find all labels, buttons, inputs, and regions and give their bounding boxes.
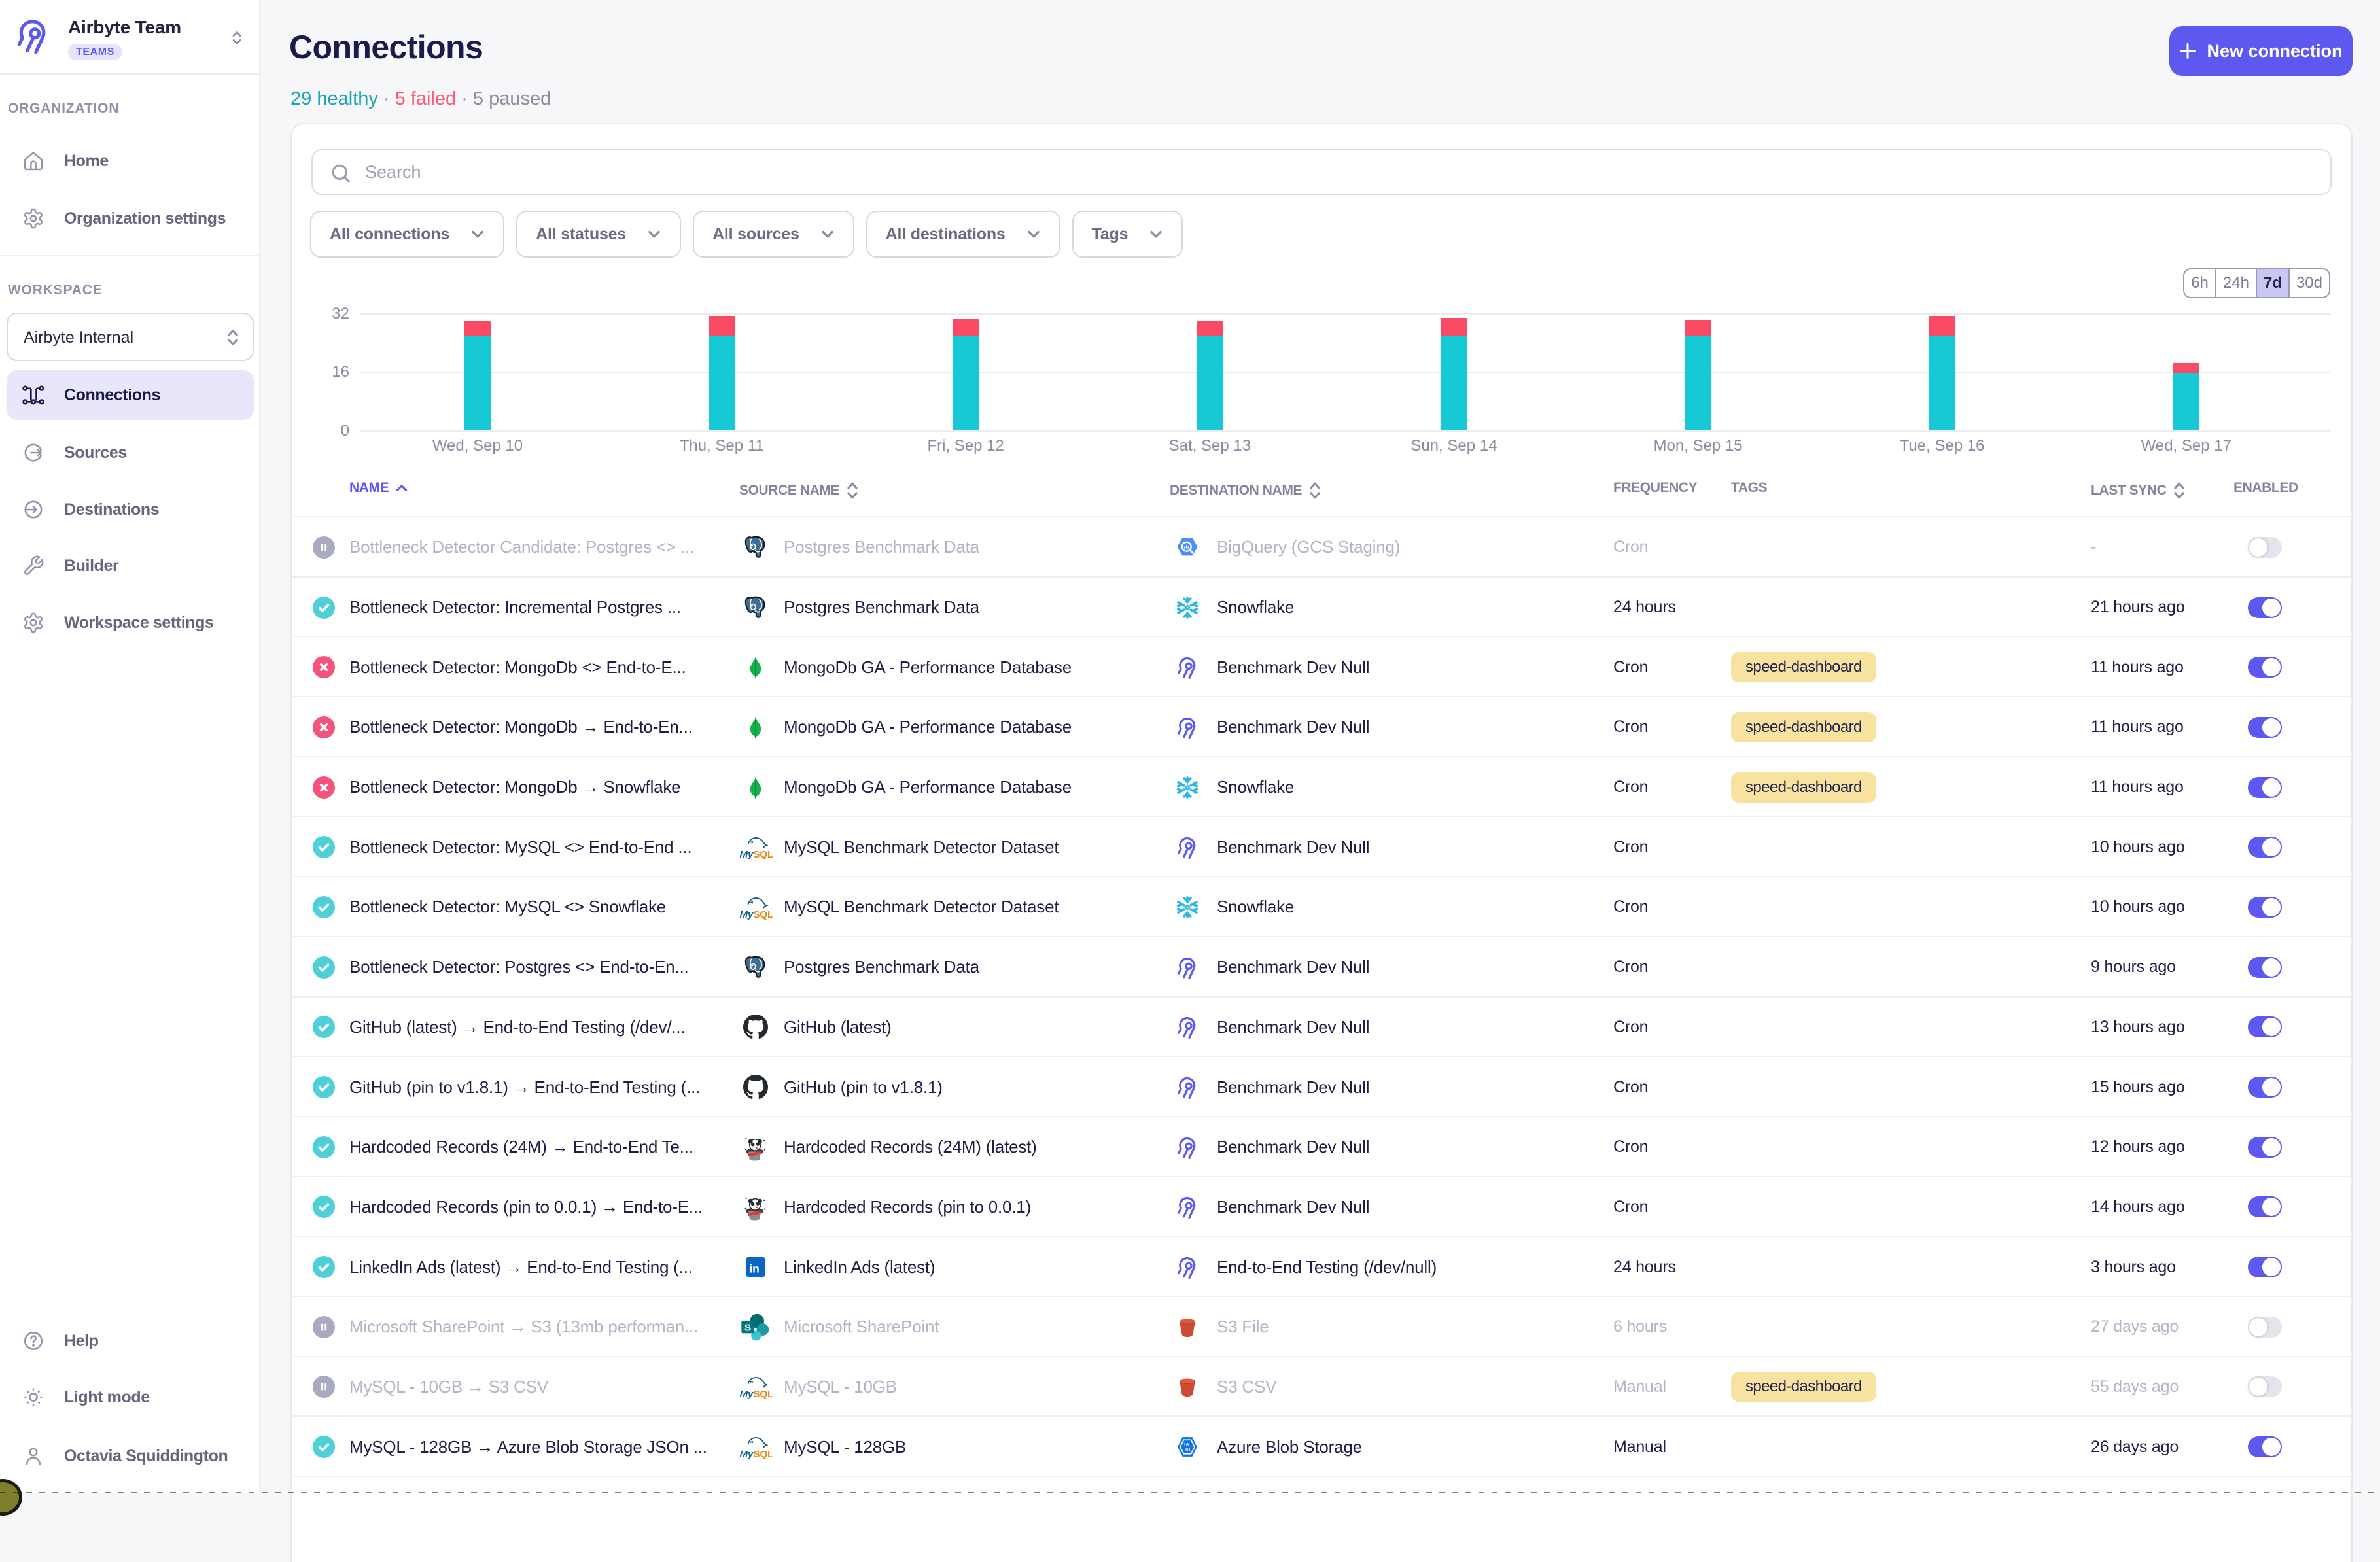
svg-text:in: in [750,1262,760,1276]
svg-text:SQL: SQL [753,849,773,860]
svg-text:My: My [739,909,754,920]
svg-text:My: My [739,1449,754,1460]
svg-text:My: My [739,849,754,860]
svg-text:My: My [739,1389,754,1400]
svg-text:SQL: SQL [753,909,773,920]
svg-text:10: 10 [1183,1443,1189,1448]
svg-text:01: 01 [1185,1448,1191,1453]
svg-text:SQL: SQL [753,1389,773,1400]
svg-text:S: S [744,1322,751,1333]
svg-text:SQL: SQL [753,1449,773,1460]
